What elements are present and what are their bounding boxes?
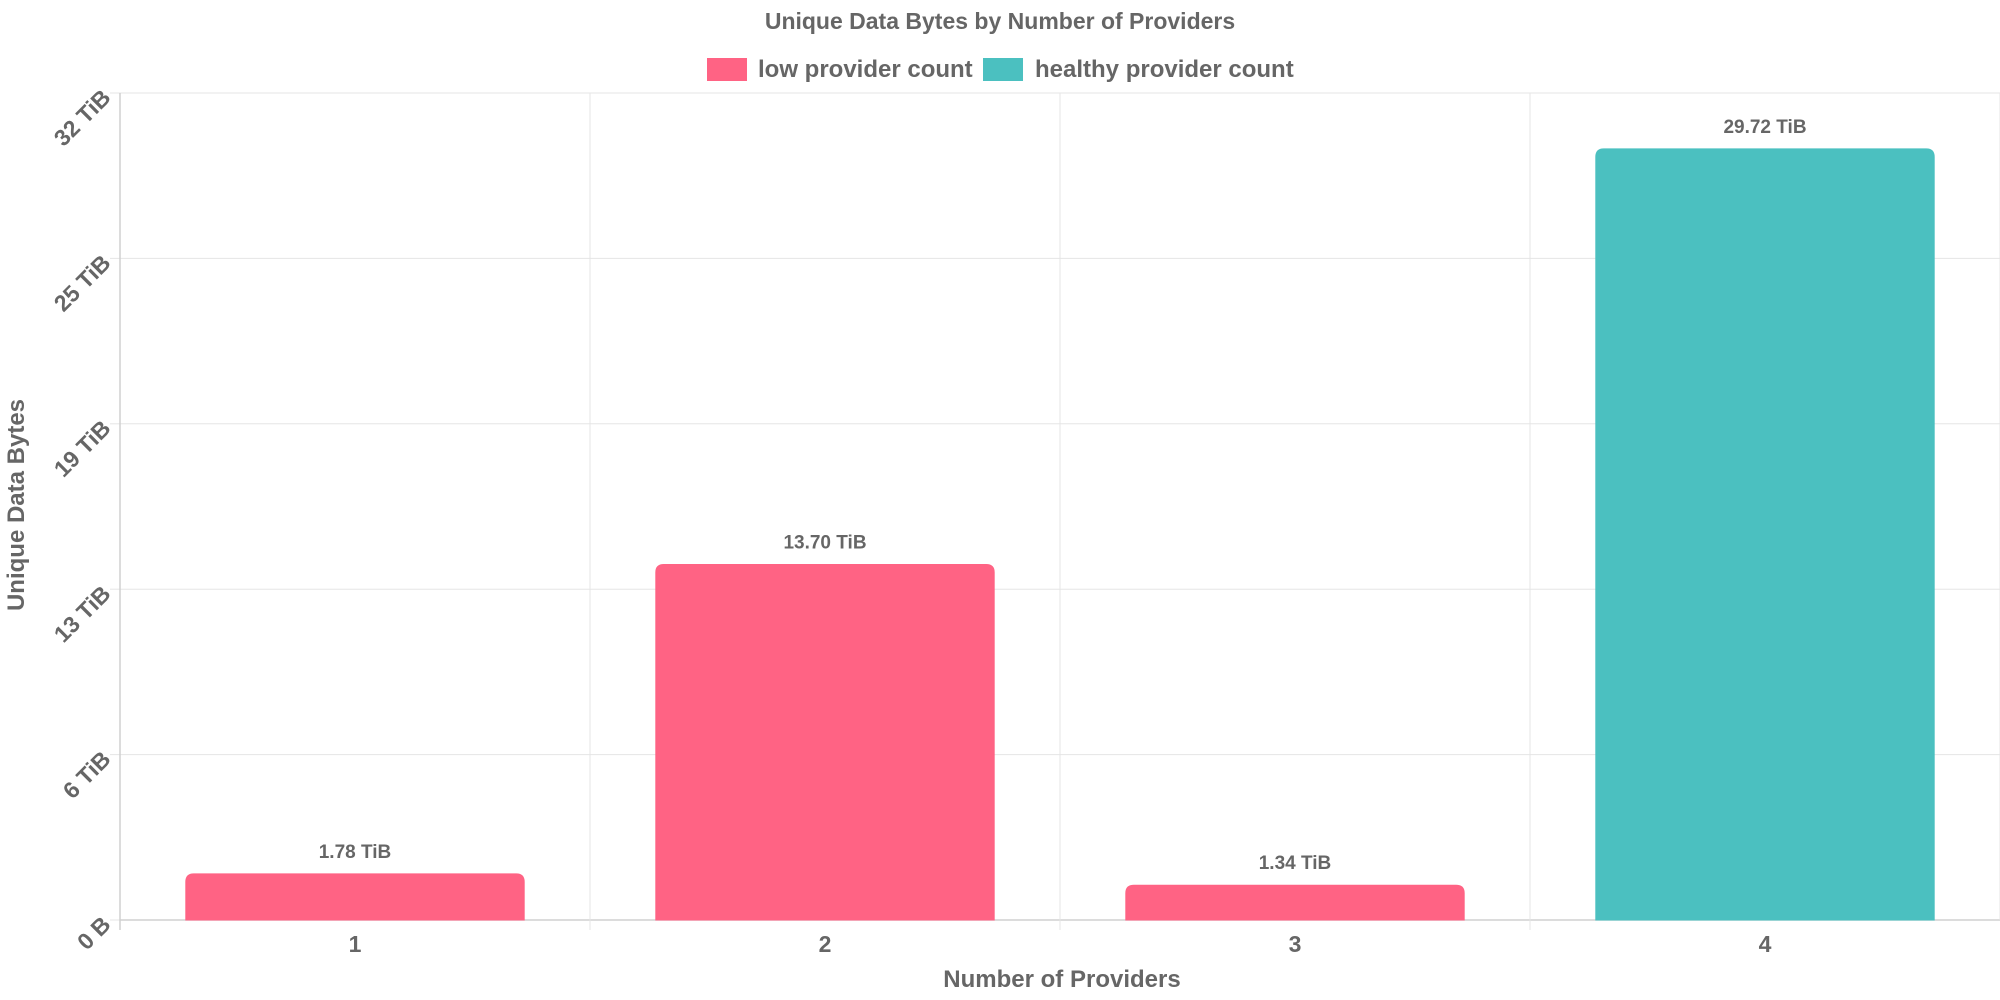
legend-swatch-healthy-provider-count[interactable] — [983, 58, 1023, 81]
data-label-providers-1: 1.78 TiB — [319, 842, 392, 863]
y-tick-label-32-tib: 32 TiB — [49, 84, 116, 151]
x-tick-label-2: 2 — [819, 931, 832, 957]
legend-label-low-provider-count[interactable]: low provider count — [758, 56, 973, 83]
y-tick-label-19-tib: 19 TiB — [49, 415, 116, 482]
data-label-providers-2: 13.70 TiB — [783, 533, 866, 554]
y-tick-label-13-tib: 13 TiB — [49, 580, 116, 647]
data-labels: 1.78 TiB 13.70 TiB 1.34 TiB 29.72 TiB — [319, 117, 1807, 874]
gridlines — [110, 92, 2000, 930]
bar-providers-1[interactable] — [185, 873, 525, 921]
legend-swatch-low-provider-count[interactable] — [707, 58, 747, 81]
x-tick-label-1: 1 — [349, 931, 362, 957]
legend-label-healthy-provider-count[interactable]: healthy provider count — [1035, 56, 1294, 83]
legend: low provider count healthy provider coun… — [707, 56, 1294, 83]
y-tick-label-0-b: 0 B — [72, 911, 116, 955]
x-axis-title: Number of Providers — [943, 966, 1180, 993]
bar-providers-4[interactable] — [1595, 148, 1935, 921]
data-label-providers-4: 29.72 TiB — [1723, 117, 1806, 138]
x-axis-ticks: 1 2 3 4 — [349, 931, 1772, 957]
y-tick-label-25-tib: 25 TiB — [49, 250, 116, 317]
bar-providers-3[interactable] — [1125, 884, 1465, 921]
y-axis-ticks: 0 B 6 TiB 13 TiB 19 TiB 25 TiB 32 TiB — [49, 84, 116, 955]
chart-title: Unique Data Bytes by Number of Providers — [765, 8, 1235, 34]
y-tick-label-6-tib: 6 TiB — [58, 746, 116, 804]
x-tick-label-3: 3 — [1289, 931, 1302, 957]
bar-providers-2[interactable] — [655, 564, 995, 921]
x-tick-label-4: 4 — [1759, 931, 1772, 957]
bars — [185, 148, 1935, 921]
y-axis-title: Unique Data Bytes — [3, 399, 30, 611]
data-label-providers-3: 1.34 TiB — [1259, 853, 1332, 874]
